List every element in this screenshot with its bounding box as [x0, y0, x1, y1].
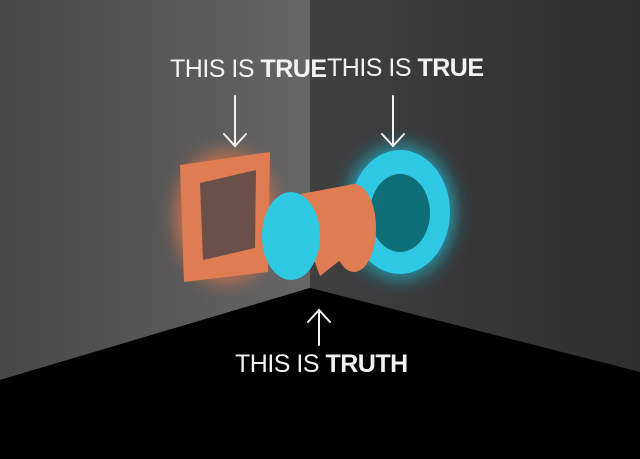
right-label: THIS IS TRUE: [327, 56, 484, 81]
arrow-up-icon: [307, 308, 331, 346]
bottom-label-emphasis: TRUTH: [325, 350, 408, 378]
arrow-down-icon: [223, 95, 247, 148]
bottom-label-prefix: THIS IS: [235, 350, 326, 378]
cylinder-object: [262, 184, 376, 280]
right-label-emphasis: TRUE: [417, 54, 484, 82]
floor: [0, 288, 640, 459]
left-label: THIS IS TRUE: [170, 57, 327, 82]
arrow-down-icon: [381, 95, 405, 148]
left-label-emphasis: TRUE: [260, 55, 327, 83]
orange-square-shadow: [166, 140, 285, 294]
bottom-label: THIS IS TRUTH: [235, 352, 408, 377]
right-label-prefix: THIS IS: [327, 54, 418, 82]
left-label-prefix: THIS IS: [170, 55, 261, 83]
cyan-ring-shadow: [336, 134, 464, 290]
